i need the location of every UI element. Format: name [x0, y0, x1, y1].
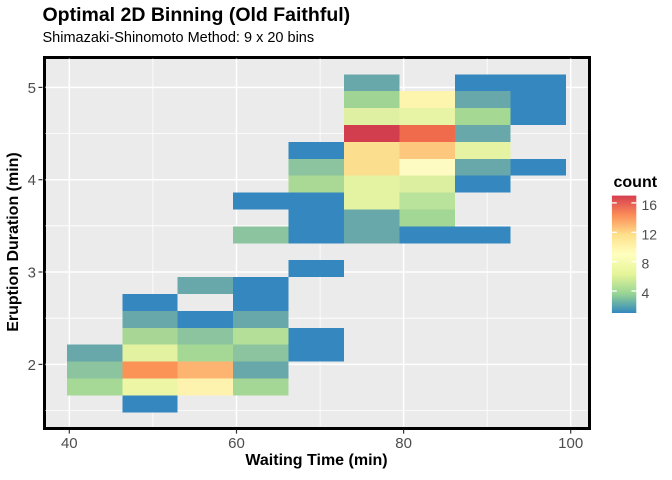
svg-text:60: 60 — [228, 435, 245, 452]
svg-text:40: 40 — [61, 435, 78, 452]
svg-text:16: 16 — [642, 197, 658, 213]
svg-text:80: 80 — [395, 435, 412, 452]
svg-text:4: 4 — [642, 285, 650, 301]
svg-text:12: 12 — [642, 226, 658, 242]
svg-text:5: 5 — [28, 80, 36, 97]
svg-text:8: 8 — [642, 256, 650, 272]
svg-text:2: 2 — [28, 357, 36, 374]
svg-text:100: 100 — [558, 435, 583, 452]
svg-text:4: 4 — [28, 172, 36, 189]
svg-text:3: 3 — [28, 264, 36, 281]
